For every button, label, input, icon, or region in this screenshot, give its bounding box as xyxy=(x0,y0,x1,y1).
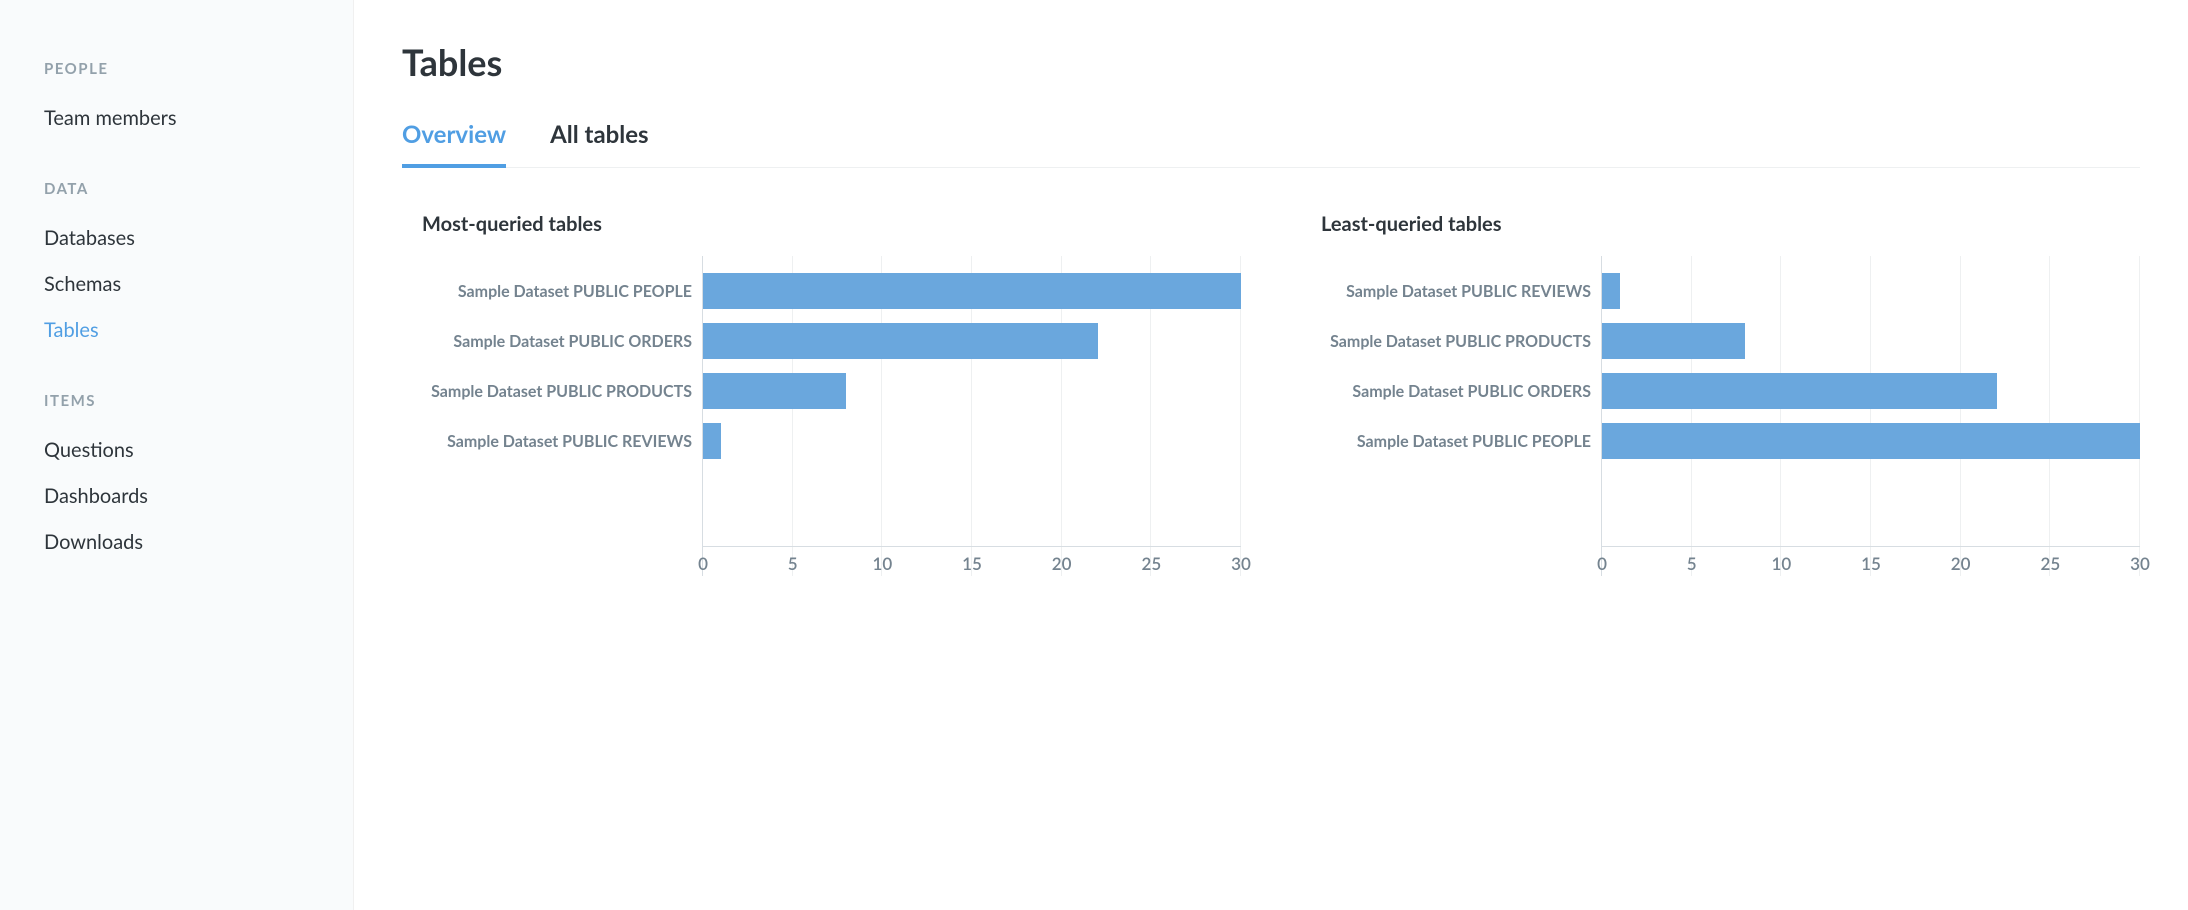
sidebar-heading: DATA xyxy=(44,180,353,198)
tabs: Overview All tables xyxy=(402,120,2140,168)
chart-bar xyxy=(1602,323,1745,359)
sidebar-item-downloads[interactable]: Downloads xyxy=(44,530,353,554)
chart-x-tick: 0 xyxy=(698,553,708,574)
chart-bar xyxy=(1602,423,2140,459)
chart-y-labels: Sample Dataset PUBLIC PEOPLESample Datas… xyxy=(402,256,702,576)
chart-y-label: Sample Dataset PUBLIC ORDERS xyxy=(402,316,702,366)
chart-x-tick: 15 xyxy=(962,553,982,574)
chart-bar-row xyxy=(703,316,1241,366)
chart-x-tick: 30 xyxy=(2130,553,2150,574)
chart-x-ticks: 051015202530 xyxy=(703,547,1241,576)
chart-x-tick: 5 xyxy=(1687,553,1697,574)
chart-y-label: Sample Dataset PUBLIC ORDERS xyxy=(1301,366,1601,416)
page-title: Tables xyxy=(402,40,2140,84)
chart-x-ticks: 051015202530 xyxy=(1602,547,2140,576)
chart-plot-area: 051015202530 xyxy=(1601,256,2140,576)
chart-bar-row xyxy=(1602,266,2140,316)
chart-bars xyxy=(1602,266,2140,466)
chart-bar xyxy=(703,273,1241,309)
tab-overview[interactable]: Overview xyxy=(402,120,506,167)
sidebar-section: PEOPLE Team members xyxy=(44,60,353,130)
sidebar-item-team-members[interactable]: Team members xyxy=(44,106,353,130)
chart-bars xyxy=(703,266,1241,466)
sidebar-section: ITEMS Questions Dashboards Downloads xyxy=(44,392,353,554)
chart-x-tick: 5 xyxy=(788,553,798,574)
chart-x-tick: 25 xyxy=(1141,553,1161,574)
chart-x-tick: 20 xyxy=(1951,553,1971,574)
sidebar-item-questions[interactable]: Questions xyxy=(44,438,353,462)
chart-y-label: Sample Dataset PUBLIC PRODUCTS xyxy=(402,366,702,416)
chart-bar-row xyxy=(1602,366,2140,416)
sidebar-heading: PEOPLE xyxy=(44,60,353,78)
chart-bar-row xyxy=(703,416,1241,466)
chart-x-tick: 10 xyxy=(872,553,892,574)
sidebar-heading: ITEMS xyxy=(44,392,353,410)
charts-container: Most-queried tables Sample Dataset PUBLIC… xyxy=(402,212,2140,576)
chart-body: Sample Dataset PUBLIC REVIEWSSample Data… xyxy=(1301,256,2140,576)
chart-y-label: Sample Dataset PUBLIC REVIEWS xyxy=(1301,266,1601,316)
chart-bar xyxy=(1602,273,1620,309)
chart-x-tick: 10 xyxy=(1771,553,1791,574)
chart-bar xyxy=(703,423,721,459)
chart-bar-row xyxy=(1602,416,2140,466)
chart-y-label: Sample Dataset PUBLIC PEOPLE xyxy=(402,266,702,316)
chart-x-axis: 051015202530 xyxy=(1602,546,2140,576)
sidebar-item-databases[interactable]: Databases xyxy=(44,226,353,250)
sidebar-section: DATA Databases Schemas Tables xyxy=(44,180,353,342)
chart-x-tick: 0 xyxy=(1597,553,1607,574)
tab-all-tables[interactable]: All tables xyxy=(550,120,648,167)
chart-plot-area: 051015202530 xyxy=(702,256,1241,576)
sidebar: PEOPLE Team members DATA Databases Schemas Ta… xyxy=(0,0,354,910)
chart-y-label: Sample Dataset PUBLIC PEOPLE xyxy=(1301,416,1601,466)
main-content: Tables Overview All tables Most-queried t… xyxy=(354,0,2188,910)
sidebar-item-schemas[interactable]: Schemas xyxy=(44,272,353,296)
sidebar-item-tables[interactable]: Tables xyxy=(44,318,353,342)
chart-body: Sample Dataset PUBLIC PEOPLESample Datas… xyxy=(402,256,1241,576)
chart-bar xyxy=(703,323,1098,359)
chart-y-label: Sample Dataset PUBLIC REVIEWS xyxy=(402,416,702,466)
chart-bar xyxy=(1602,373,1997,409)
chart-bar-row xyxy=(703,366,1241,416)
chart-title: Least-queried tables xyxy=(1301,212,2140,236)
chart-title: Most-queried tables xyxy=(402,212,1241,236)
chart-card: Least-queried tables Sample Dataset PUBLI… xyxy=(1301,212,2140,576)
chart-x-tick: 25 xyxy=(2040,553,2060,574)
chart-bar-row xyxy=(1602,316,2140,366)
chart-bar xyxy=(703,373,846,409)
chart-x-tick: 20 xyxy=(1052,553,1072,574)
chart-card: Most-queried tables Sample Dataset PUBLIC… xyxy=(402,212,1241,576)
chart-y-label: Sample Dataset PUBLIC PRODUCTS xyxy=(1301,316,1601,366)
chart-bar-row xyxy=(703,266,1241,316)
chart-x-tick: 30 xyxy=(1231,553,1251,574)
sidebar-item-dashboards[interactable]: Dashboards xyxy=(44,484,353,508)
chart-x-axis: 051015202530 xyxy=(703,546,1241,576)
chart-x-tick: 15 xyxy=(1861,553,1881,574)
app-root: PEOPLETeam membersDATADatabasesSchemasTa… xyxy=(0,0,2188,910)
chart-y-labels: Sample Dataset PUBLIC REVIEWSSample Data… xyxy=(1301,256,1601,576)
